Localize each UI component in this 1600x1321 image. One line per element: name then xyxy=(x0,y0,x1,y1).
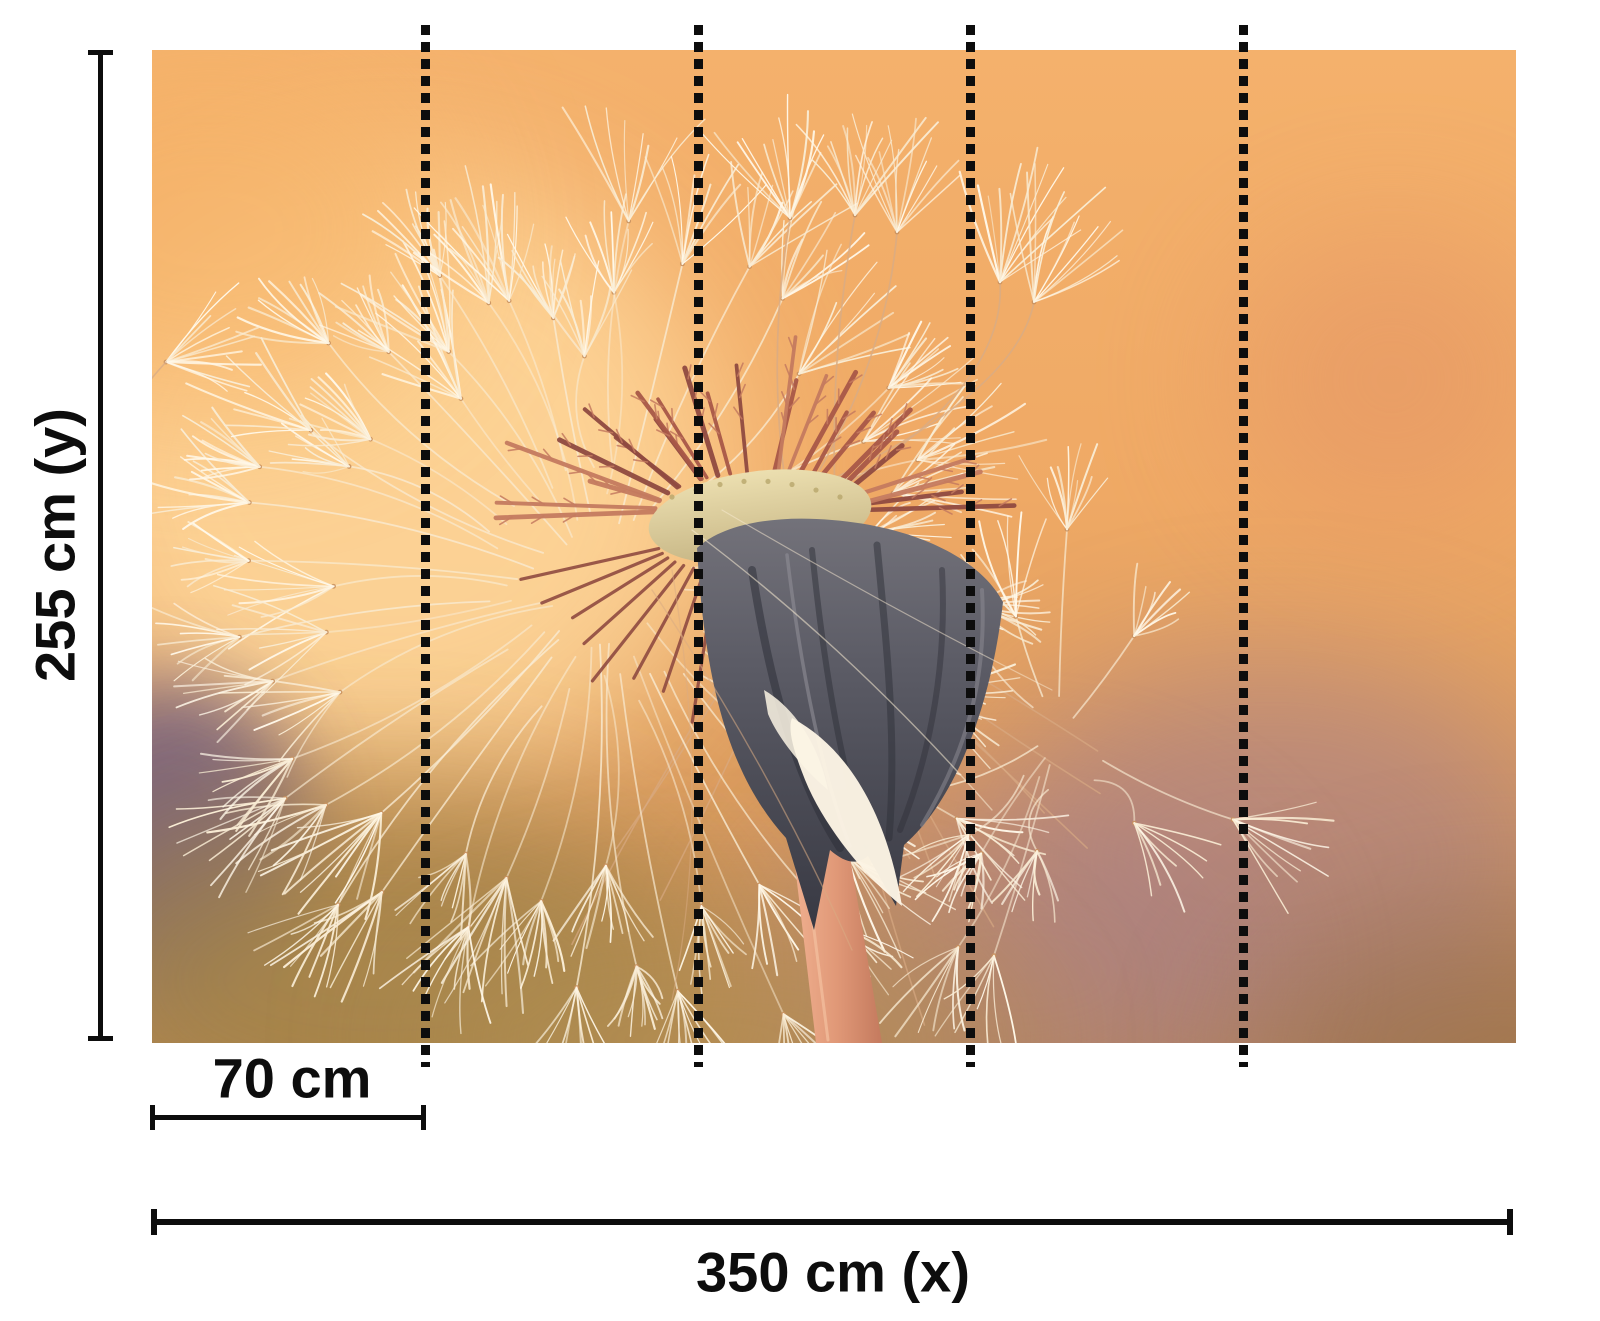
height-dimension-cap-bottom xyxy=(88,1036,113,1041)
total-width-cap-left xyxy=(151,1209,157,1235)
panel-width-dimension-line xyxy=(152,1115,426,1120)
panel-width-cap-left xyxy=(150,1105,155,1130)
total-width-label: 350 cm (x) xyxy=(696,1240,970,1304)
panel-width-cap-right xyxy=(421,1105,426,1130)
panel-width-label: 70 cm xyxy=(212,1046,372,1110)
panel-cut-line-4 xyxy=(1239,25,1248,1067)
dandelion-photo-illustration xyxy=(152,50,1516,1043)
total-width-dimension-line xyxy=(154,1219,1510,1225)
panel-cut-line-3 xyxy=(966,25,975,1067)
height-dimension-cap-top xyxy=(88,50,113,55)
total-width-cap-right xyxy=(1507,1209,1513,1235)
height-dimension-label: 255 cm (y) xyxy=(23,408,87,682)
panel-cut-line-1 xyxy=(421,25,430,1067)
height-dimension-line xyxy=(98,50,103,1041)
panel-cut-line-2 xyxy=(694,25,703,1067)
mural-photo xyxy=(152,50,1516,1043)
